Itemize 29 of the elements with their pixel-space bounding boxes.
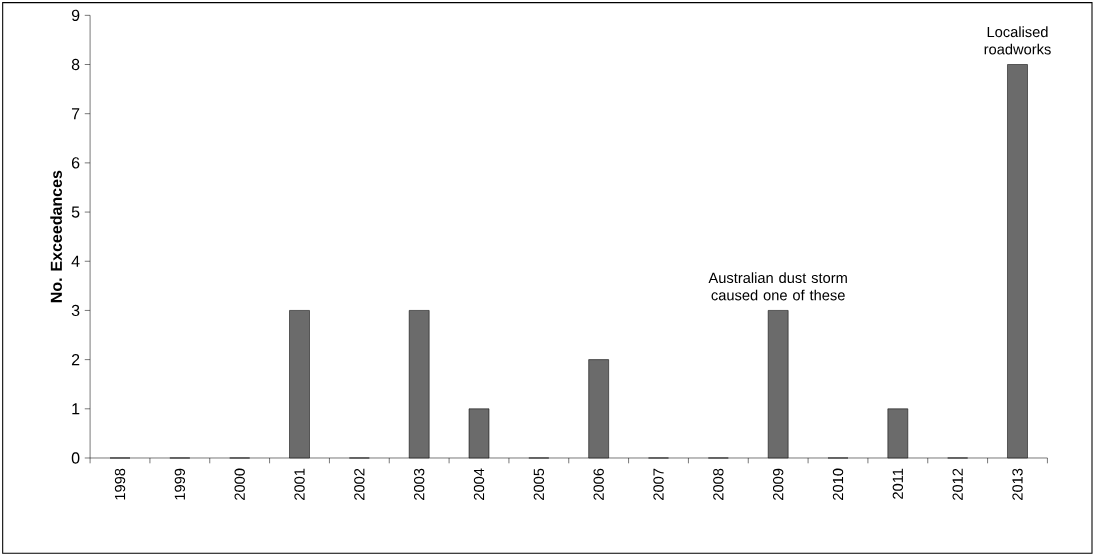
- x-tick-label: 2004: [473, 468, 485, 500]
- x-tick-label: 2001: [294, 468, 305, 500]
- y-tick-label: 7: [71, 108, 80, 120]
- x-tick-label: 1999: [174, 468, 186, 500]
- y-tick-label: 4: [71, 255, 80, 267]
- y-tick-label: 2: [71, 354, 80, 366]
- annotation: Localised roadworks: [984, 26, 1051, 55]
- x-tick-label: 2003: [414, 468, 425, 500]
- x-tick-label: 1998: [114, 468, 126, 500]
- x-tick-label: 2009: [772, 468, 784, 500]
- y-tick-label: 6: [71, 157, 80, 169]
- y-tick-label: 5: [71, 206, 80, 218]
- x-tick-label: 2011: [892, 468, 904, 499]
- x-tick-label: 2005: [533, 468, 545, 500]
- y-tick-label: 3: [71, 304, 80, 317]
- x-tick-label: 2008: [713, 468, 724, 500]
- x-tick-label: 2007: [653, 468, 664, 500]
- x-tick-label: 2006: [593, 468, 604, 500]
- y-tick-label: 8: [71, 58, 80, 71]
- x-tick-label: 2002: [354, 468, 365, 500]
- annotation: Australian dust storm caused one of these: [708, 272, 847, 301]
- y-axis-title: No. Exceedances: [50, 170, 62, 303]
- x-tick-label: 2012: [952, 468, 963, 500]
- x-tick-label: 2000: [234, 468, 245, 500]
- y-tick-label: 9: [71, 9, 80, 21]
- y-tick-label: 0: [71, 452, 80, 464]
- y-tick-label: 1: [72, 403, 80, 415]
- x-tick-label: 2013: [1012, 468, 1023, 500]
- x-tick-label: 2010: [832, 468, 844, 500]
